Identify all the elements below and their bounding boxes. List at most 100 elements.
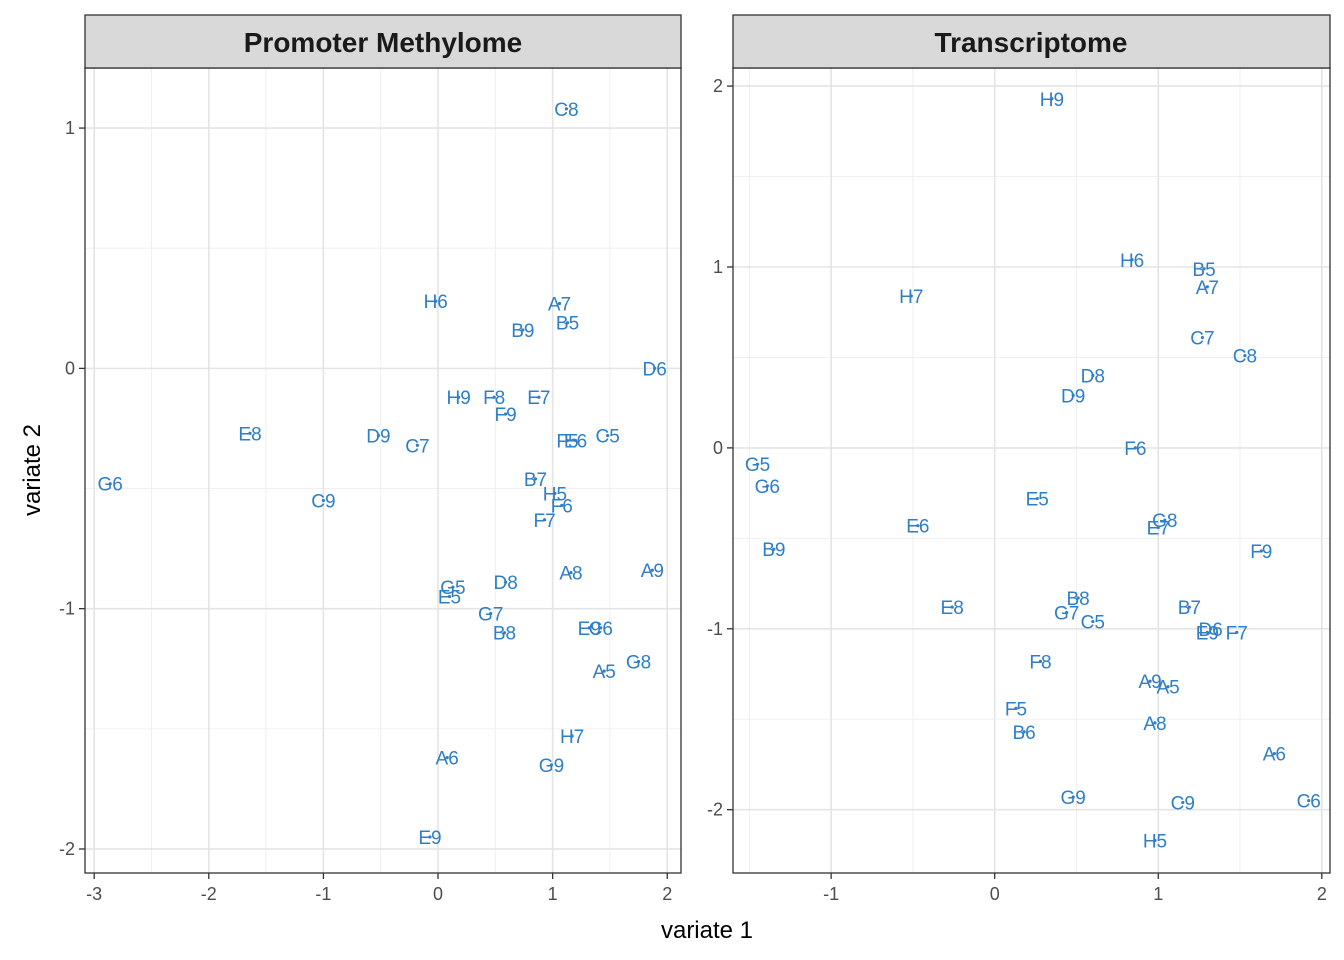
data-point (1065, 610, 1069, 615)
data-point (321, 498, 325, 503)
data-point (553, 491, 557, 495)
data-point (549, 763, 554, 767)
data-point (504, 412, 508, 416)
point-label: F8 (1029, 652, 1051, 673)
data-point (564, 107, 568, 111)
point-label: H6 (424, 292, 448, 313)
data-point (772, 547, 776, 551)
data-point (447, 595, 452, 599)
point-label: F5 (1005, 699, 1027, 720)
data-point (606, 434, 610, 438)
x-axis-title: variate 1 (661, 917, 753, 944)
data-point (543, 518, 547, 522)
y-tick-label: 0 (713, 438, 723, 458)
data-point (1202, 267, 1206, 271)
point-label: E5 (438, 588, 461, 609)
data-point (1076, 596, 1080, 600)
point-label: C5 (595, 427, 619, 448)
data-point (434, 299, 438, 303)
data-point (1071, 393, 1075, 398)
data-point (1133, 446, 1137, 450)
x-tick-label: 1 (1153, 884, 1163, 904)
data-point (569, 571, 573, 575)
x-tick-label: 2 (662, 884, 672, 904)
data-point (1205, 285, 1209, 289)
point-label: B8 (1066, 589, 1089, 610)
data-point (1130, 258, 1134, 262)
data-point (1166, 685, 1170, 689)
grid-lines (85, 68, 681, 873)
point-label: D9 (366, 427, 390, 448)
point-label: B9 (511, 321, 534, 342)
data-point (248, 431, 252, 435)
point-label: G9 (539, 756, 564, 777)
point-label: G7 (1054, 604, 1079, 625)
data-point (445, 756, 449, 760)
point-label: G5 (440, 578, 465, 599)
data-point (492, 395, 496, 399)
point-label: C5 (1081, 613, 1105, 634)
point-label: F8 (483, 388, 505, 409)
data-point (537, 395, 541, 399)
point-label: F7 (1226, 623, 1248, 644)
x-tick-label: -1 (823, 884, 839, 904)
panel-background (733, 68, 1330, 873)
data-point (428, 835, 432, 839)
x-tick-label: 2 (1317, 884, 1327, 904)
point-label: G6 (98, 475, 123, 496)
y-axis: -2 -1 0 1 2 (707, 76, 733, 820)
point-label: H5 (1143, 831, 1167, 852)
data-point (489, 611, 493, 616)
point-label: G8 (626, 653, 651, 674)
point-label: A8 (559, 564, 582, 585)
point-label: E7 (527, 388, 550, 409)
data-point (504, 580, 508, 584)
data-point (1243, 354, 1247, 358)
point-label: E9 (1196, 623, 1219, 644)
point-label: E9 (418, 828, 441, 849)
data-point (636, 659, 641, 664)
y-tick-label: -1 (707, 619, 723, 639)
data-point (376, 434, 381, 438)
facet-strip (732, 14, 1331, 69)
data-point (533, 477, 538, 481)
x-axis: -1 0 1 2 (823, 873, 1327, 904)
data-point (653, 366, 657, 370)
point-label: B5 (556, 314, 579, 335)
point-label: E8 (941, 598, 964, 619)
point-label: E7 (1147, 518, 1170, 539)
data-point (570, 734, 574, 738)
point-label: E6 (906, 517, 929, 538)
data-point (1091, 373, 1095, 378)
point-label: D9 (1061, 386, 1085, 407)
y-tick-label: 1 (65, 118, 75, 138)
data-point (599, 626, 603, 630)
point-label: A9 (1138, 672, 1161, 693)
x-axis: -3 -2 -1 0 1 2 (86, 873, 672, 904)
point-label: A7 (548, 294, 571, 315)
point-label: C9 (311, 492, 335, 513)
point-label: B6 (1013, 723, 1036, 744)
data-point (1038, 659, 1043, 663)
data-point (1187, 605, 1191, 609)
data-point (909, 294, 913, 298)
panel-background (85, 68, 681, 873)
point-label: F9 (1250, 542, 1272, 563)
data-point (650, 568, 654, 572)
data-point (1181, 800, 1185, 805)
point-label: G6 (755, 477, 780, 498)
y-tick-label: 0 (65, 358, 75, 378)
point-label: F7 (534, 511, 556, 532)
data-point (765, 484, 769, 488)
point-label: G5 (745, 455, 770, 476)
point-label: A8 (1143, 714, 1166, 735)
point-label: C6 (589, 619, 613, 640)
point-label: C7 (1190, 329, 1214, 350)
data-point (1091, 619, 1095, 624)
point-label: H7 (899, 287, 923, 308)
data-point (916, 524, 920, 528)
point-label: C6 (1297, 792, 1321, 813)
